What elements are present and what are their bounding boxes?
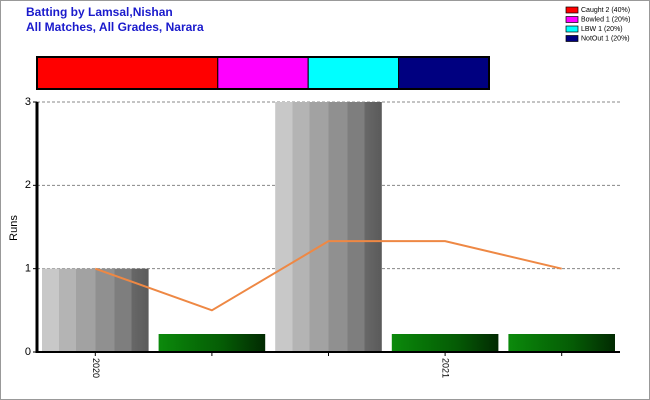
zero-marker (508, 334, 615, 352)
legend-label: LBW 1 (20%) (581, 26, 623, 33)
bar (42, 268, 149, 352)
average-line (94, 240, 562, 312)
bar (275, 102, 382, 352)
dismissal-segment (217, 56, 309, 90)
chart-subtitle: All Matches, All Grades, Narara (26, 20, 204, 34)
legend-label: Caught 2 (40%) (581, 7, 630, 14)
y-tick-label: 2 (25, 179, 31, 191)
legend-swatch (565, 25, 579, 33)
y-tick-label: 3 (25, 96, 31, 108)
x-tick-label: 2021 (441, 358, 451, 378)
y-tick-label: 1 (25, 263, 31, 275)
y-axis-label: Runs (8, 215, 20, 241)
legend-swatch (565, 6, 579, 14)
y-tick-label: 0 (25, 346, 31, 358)
legend-label: Bowled 1 (20%) (581, 16, 630, 23)
zero-marker (158, 334, 266, 352)
legend-label: NotOut 1 (20%) (581, 35, 630, 42)
dismissal-segment (36, 56, 219, 90)
dismissal-segment (398, 56, 490, 90)
chart-title: Batting by Lamsal,Nishan (26, 5, 173, 19)
x-tick-label: 2020 (91, 358, 101, 378)
dismissal-segment (307, 56, 400, 90)
zero-marker (391, 334, 499, 352)
legend-swatch (565, 16, 579, 23)
strip-border (36, 56, 490, 90)
legend-swatch (565, 35, 579, 42)
